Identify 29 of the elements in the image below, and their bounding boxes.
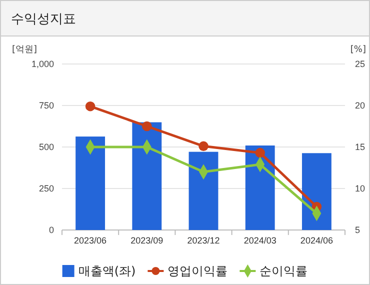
y2-tick-label: 10 [355, 183, 366, 194]
y-tick-label: 500 [38, 142, 54, 152]
x-tick-label: 2023/06 [74, 235, 107, 246]
y2-tick-label: 15 [355, 142, 366, 152]
y2-axis-title: [%] [350, 45, 366, 55]
legend-label: 영업이익률 [168, 264, 228, 278]
y-tick-label: 750 [38, 100, 54, 110]
y-tick-label: 0 [48, 224, 54, 235]
y-tick-label: 1,000 [31, 58, 54, 69]
point [142, 121, 152, 132]
x-tick-label: 2023/12 [187, 235, 220, 246]
bar [188, 152, 218, 230]
y-axis-title: [억원] [12, 45, 38, 55]
legend-label: 순이익률 [260, 264, 308, 278]
legend-label: 매출액(좌) [78, 264, 136, 278]
y2-tick-label: 25 [355, 58, 366, 69]
y2-tick-label: 5 [355, 224, 360, 235]
point [255, 148, 265, 158]
x-tick-label: 2024/03 [244, 235, 276, 246]
bar [132, 122, 162, 230]
chart-title: 수익성지표 [11, 12, 76, 27]
bar [76, 136, 106, 230]
point [85, 101, 96, 112]
y-tick-label: 250 [38, 183, 54, 194]
x-tick-label: 2023/09 [130, 235, 164, 246]
y2-tick-label: 20 [355, 100, 366, 110]
bar [302, 153, 332, 230]
point [198, 141, 208, 152]
x-tick-label: 2024/06 [300, 235, 333, 246]
